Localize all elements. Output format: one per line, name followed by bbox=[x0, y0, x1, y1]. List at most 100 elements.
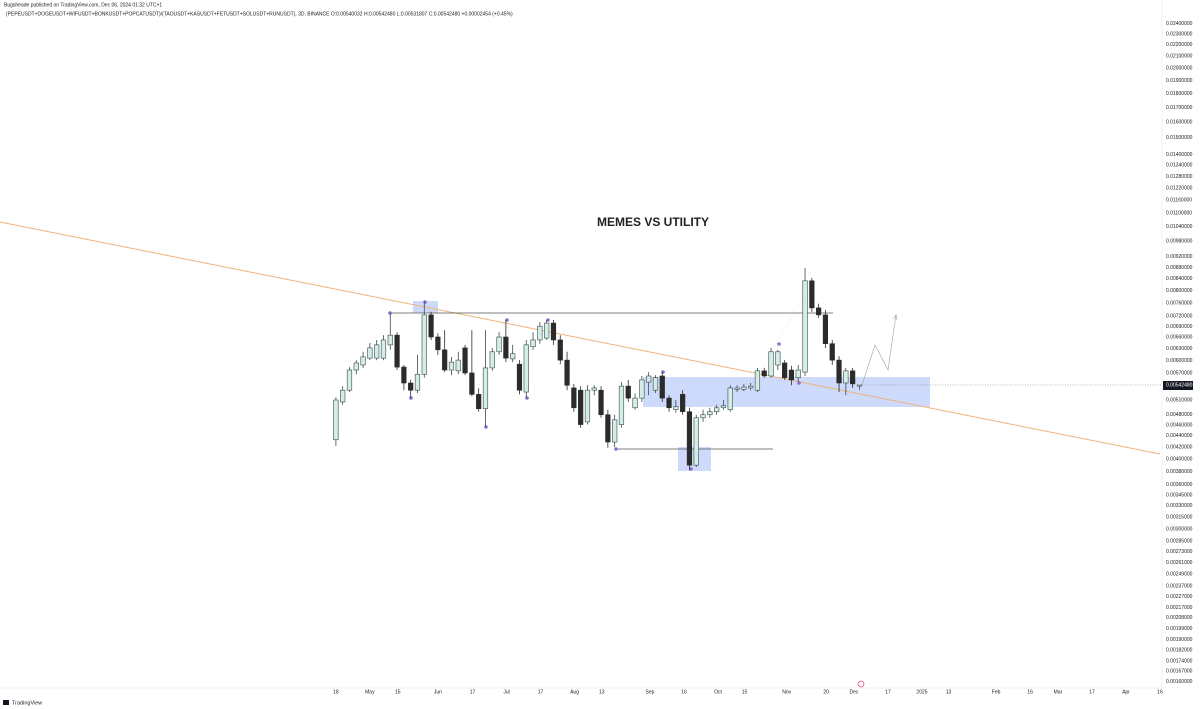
candle-body bbox=[809, 280, 815, 309]
y-tick-label: 0.02300000 bbox=[1166, 31, 1193, 37]
y-tick-label: 0.01500000 bbox=[1166, 135, 1193, 141]
candle-body bbox=[394, 334, 400, 368]
y-tick-label: 0.00217000 bbox=[1166, 605, 1193, 611]
y-tick-label: 0.01160000 bbox=[1166, 198, 1192, 204]
x-tick-label: 13 bbox=[946, 689, 952, 695]
x-tick-label: 20 bbox=[823, 689, 829, 695]
candle-body bbox=[428, 314, 434, 338]
candle-body bbox=[516, 363, 523, 391]
y-tick-label: 0.01600000 bbox=[1166, 120, 1193, 126]
y-tick-label: 0.00440000 bbox=[1166, 433, 1193, 439]
x-tick-label: 18 bbox=[333, 689, 339, 695]
pivot-dot bbox=[546, 318, 550, 322]
y-tick-label: 0.00510000 bbox=[1166, 397, 1193, 403]
y-tick-label: 0.00167000 bbox=[1166, 669, 1193, 675]
x-tick-label: Feb bbox=[992, 689, 1001, 695]
y-tick-label: 0.00920000 bbox=[1166, 254, 1193, 260]
x-tick-label: 16 bbox=[681, 689, 687, 695]
y-tick-label: 0.00840000 bbox=[1166, 276, 1193, 282]
guide-line bbox=[759, 281, 813, 373]
x-tick-label: Oct bbox=[714, 689, 722, 695]
x-tick-label: Apr bbox=[1122, 689, 1130, 695]
pivot-dot bbox=[777, 342, 781, 346]
candle-body bbox=[414, 373, 421, 391]
x-tick-label: Mar bbox=[1054, 689, 1063, 695]
candle-body bbox=[510, 353, 516, 360]
candle-body bbox=[754, 370, 761, 391]
candle-body bbox=[720, 405, 727, 409]
y-tick-label: 0.00199000 bbox=[1166, 626, 1193, 632]
candle-body bbox=[632, 397, 638, 409]
candle-body bbox=[748, 385, 754, 389]
candle-body bbox=[374, 344, 380, 359]
candle-body bbox=[802, 280, 808, 373]
candle-body bbox=[693, 417, 699, 466]
candle-body bbox=[401, 366, 407, 384]
y-tick-label: 0.02100000 bbox=[1166, 53, 1193, 59]
y-tick-label: 0.00273000 bbox=[1166, 549, 1193, 555]
y-tick-label: 0.00249000 bbox=[1166, 572, 1193, 578]
candle-body bbox=[387, 334, 393, 346]
candle-body bbox=[639, 379, 645, 399]
x-tick-label: 2025 bbox=[916, 689, 927, 695]
candle-body bbox=[462, 347, 468, 374]
y-tick-label: 0.01280000 bbox=[1166, 174, 1193, 180]
candle-body bbox=[795, 369, 801, 379]
y-tick-label: 0.00300000 bbox=[1166, 526, 1193, 532]
zone-box bbox=[643, 377, 930, 407]
candle-body bbox=[353, 362, 359, 371]
candle-body bbox=[380, 339, 387, 359]
pivot-dot bbox=[423, 300, 427, 304]
y-tick-label: 0.00190000 bbox=[1166, 637, 1193, 643]
candle-body bbox=[530, 339, 536, 348]
candle-body bbox=[591, 387, 597, 391]
candle-body bbox=[448, 361, 455, 371]
pivot-dot bbox=[614, 447, 618, 451]
candle-body bbox=[686, 411, 693, 466]
y-tick-label: 0.00380000 bbox=[1166, 469, 1193, 475]
x-tick-label: 15 bbox=[395, 689, 401, 695]
x-tick-label: 13 bbox=[599, 689, 605, 695]
y-tick-label: 0.02000000 bbox=[1166, 65, 1193, 71]
x-tick-label: 16 bbox=[1157, 689, 1163, 695]
candle-body bbox=[727, 387, 733, 411]
candle-body bbox=[768, 351, 774, 377]
x-tick-label: 16 bbox=[1027, 689, 1033, 695]
candle-body bbox=[850, 370, 856, 385]
x-tick-label: Dec bbox=[850, 689, 859, 695]
candle-body bbox=[408, 382, 414, 391]
y-tick-label: 0.00261000 bbox=[1166, 560, 1193, 566]
x-tick-label: 17 bbox=[1089, 689, 1095, 695]
candle-body bbox=[673, 406, 679, 411]
candle-body bbox=[612, 419, 618, 443]
y-tick-label: 0.00480000 bbox=[1166, 412, 1193, 418]
candle-body bbox=[816, 307, 822, 316]
candle-body bbox=[455, 359, 461, 372]
candle-body bbox=[340, 389, 346, 403]
x-tick-label: May bbox=[365, 689, 375, 695]
y-tick-label: 0.01040000 bbox=[1166, 224, 1193, 230]
candle-body bbox=[822, 314, 829, 345]
candle-body bbox=[843, 370, 849, 384]
y-tick-label: 0.00460000 bbox=[1166, 422, 1193, 428]
candle-body bbox=[571, 387, 577, 409]
y-tick-label: 0.00345000 bbox=[1166, 492, 1193, 498]
projection-path bbox=[861, 314, 897, 386]
y-tick-label: 0.00600000 bbox=[1166, 358, 1193, 364]
y-tick-label: 0.00760000 bbox=[1166, 300, 1193, 306]
candle-body bbox=[503, 336, 509, 359]
candle-body bbox=[618, 385, 625, 425]
candle-body bbox=[482, 367, 489, 410]
candle-body bbox=[360, 356, 366, 366]
x-tick-label: Aug bbox=[570, 689, 579, 695]
candle-body bbox=[666, 397, 672, 409]
candle-body bbox=[469, 372, 475, 395]
candle-body bbox=[829, 343, 835, 361]
candle-body bbox=[625, 385, 631, 399]
y-tick-label: 0.00227000 bbox=[1166, 594, 1193, 600]
y-tick-label: 0.00420000 bbox=[1166, 445, 1193, 451]
candle-body bbox=[537, 325, 543, 341]
x-tick-label: 17 bbox=[470, 689, 476, 695]
